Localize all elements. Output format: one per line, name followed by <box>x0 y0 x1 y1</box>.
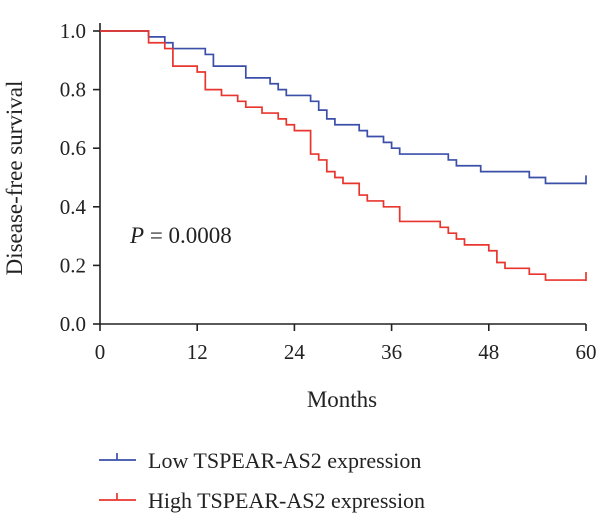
p-value-text: = 0.0008 <box>144 223 232 248</box>
x-tick-label: 0 <box>95 340 106 364</box>
legend-label: Low TSPEAR-AS2 expression <box>148 448 421 473</box>
p-value-symbol: P <box>129 223 144 248</box>
x-tick-label: 60 <box>576 340 597 364</box>
y-axis-title: Disease-free survival <box>2 81 27 276</box>
series-line-high <box>100 30 586 281</box>
y-tick-label: 0.6 <box>60 136 86 160</box>
x-tick-label: 24 <box>284 340 306 364</box>
x-tick-label: 12 <box>187 340 208 364</box>
series-line-low <box>100 30 586 185</box>
legend-label: High TSPEAR-AS2 expression <box>148 488 425 513</box>
x-axis-title: Months <box>307 387 377 412</box>
y-tick-label: 0.8 <box>60 78 86 102</box>
legend-item-high: High TSPEAR-AS2 expression <box>99 488 425 513</box>
y-tick-label: 0.4 <box>60 195 87 219</box>
legend: Low TSPEAR-AS2 expression High TSPEAR-AS2… <box>99 448 425 513</box>
y-tick-label: 0.0 <box>60 312 86 336</box>
x-tick-label: 36 <box>381 340 402 364</box>
x-tick-label: 48 <box>478 340 499 364</box>
p-value-annotation: P = 0.0008 <box>129 223 232 248</box>
axes: 0.0 0.2 0.4 0.6 0.8 1.0 0 12 24 36 48 60 <box>60 19 597 364</box>
y-tick-label: 0.2 <box>60 253 86 277</box>
series-layer <box>100 30 587 282</box>
y-tick-label: 1.0 <box>60 19 86 43</box>
legend-item-low: Low TSPEAR-AS2 expression <box>99 448 421 473</box>
